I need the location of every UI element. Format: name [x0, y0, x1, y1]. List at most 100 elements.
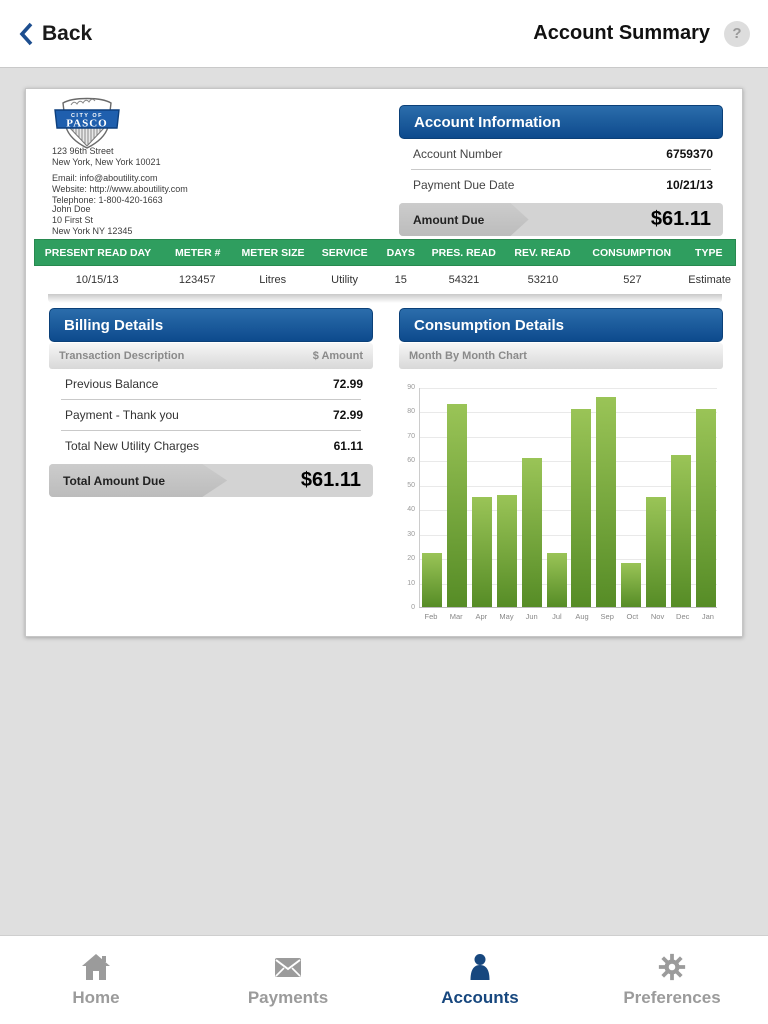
chart-bar	[546, 553, 567, 607]
city-of-pasco-logo: CITY OF PASCO	[54, 97, 120, 149]
chart-bar	[446, 404, 467, 607]
chart-y-tick: 80	[407, 408, 415, 416]
chart-y-tick: 0	[411, 604, 415, 611]
contact-website: Website: http://www.aboutility.com	[52, 184, 188, 194]
tab-accounts-label: Accounts	[441, 988, 519, 1007]
utility-address: 123 96th Street New York, New York 10021	[52, 146, 161, 168]
help-button[interactable]: ?	[724, 20, 750, 47]
tab-payments[interactable]: Payments	[192, 936, 384, 1024]
val-meter-size: Litres	[259, 274, 287, 286]
chart-y-tick: 60	[407, 457, 415, 465]
consumption-details-panel: Consumption Details Month By Month Chart…	[399, 308, 723, 628]
tab-home-label: Home	[72, 988, 120, 1007]
chart-bar	[496, 494, 517, 607]
val-meter-number: 123457	[178, 274, 216, 286]
chart-x-tick: Jan	[701, 612, 714, 621]
meter-table: PRESENT READ DAY METER # METER SIZE SERV…	[34, 239, 736, 303]
payment-due-date-value: 10/21/13	[666, 178, 713, 192]
chart-gridline	[420, 388, 717, 389]
val-type: Estimate	[688, 274, 732, 286]
back-label: Back	[42, 21, 93, 45]
account-number-row: Account Number 6759370	[399, 139, 723, 169]
divider	[61, 430, 361, 431]
col-consumption: CONSUMPTION	[592, 246, 672, 259]
col-type: TYPE	[695, 246, 723, 259]
billing-row-value: 72.99	[332, 408, 363, 422]
contact-telephone: Telephone: 1-800-420-1663	[52, 195, 163, 205]
bottom-tab-bar: Home Payments Accounts	[0, 935, 768, 1024]
val-days: 15	[394, 274, 407, 286]
tab-home[interactable]: Home	[0, 936, 192, 1024]
contact-email: Email: info@aboutility.com	[52, 173, 158, 183]
payment-due-date-row: Payment Due Date 10/21/13	[399, 170, 723, 200]
tab-preferences[interactable]: Preferences	[576, 936, 768, 1024]
chart-bar	[621, 563, 642, 607]
total-amount-due-label: Total Amount Due	[63, 473, 165, 488]
chart-y-tick: 10	[407, 579, 415, 587]
amount-due-label: Amount Due	[413, 212, 485, 227]
chart-x-tick: Feb	[424, 612, 438, 621]
val-present-read-day: 10/15/13	[75, 274, 119, 286]
transaction-description-column: Transaction Description	[59, 350, 185, 362]
top-bar: Back Account Summary ?	[0, 0, 768, 68]
chart-x-tick: May	[499, 612, 514, 621]
chart-gridline	[420, 436, 717, 438]
chart-x-tick: Apr	[475, 612, 488, 621]
account-number-value: 6759370	[666, 147, 713, 161]
customer-city: New York NY 12345	[52, 226, 133, 236]
amount-due-arrow-shape	[399, 203, 529, 236]
chart-x-tick: Mar	[449, 612, 463, 621]
billing-row-label: Payment - Thank you	[65, 408, 179, 422]
chart-bar	[671, 455, 692, 607]
billing-details-panel: Billing Details Transaction Description …	[49, 308, 373, 497]
chart-gridline	[420, 583, 717, 585]
chevron-left-icon	[19, 22, 33, 45]
val-consumption: 527	[623, 274, 642, 286]
tab-accounts[interactable]: Accounts	[384, 936, 576, 1024]
chart-x-tick: Dec	[676, 612, 690, 621]
logo-name-text: PASCO	[66, 118, 107, 130]
customer-address: John Doe 10 First St New York NY 12345	[52, 204, 132, 237]
chart-x-tick: Nov	[650, 612, 665, 621]
customer-name: John Doe	[52, 204, 91, 214]
col-meter-size: METER SIZE	[241, 246, 305, 259]
chart-bar	[596, 396, 617, 607]
utility-address-line: 123 96th Street	[52, 146, 114, 156]
total-amount-due-bar: Total Amount Due $61.11	[49, 464, 373, 497]
consumption-details-header: Consumption Details	[399, 308, 723, 342]
chart-bar	[646, 497, 667, 607]
payment-due-date-label: Payment Due Date	[413, 178, 515, 192]
billing-row-label: Previous Balance	[65, 377, 159, 391]
chart-gridline	[420, 461, 717, 463]
account-information-header: Account Information	[399, 105, 723, 139]
payments-icon	[275, 958, 301, 977]
chart-x-tick: Jul	[552, 612, 562, 621]
billing-row-value: 72.99	[332, 377, 363, 391]
tab-payments-label: Payments	[247, 988, 329, 1007]
total-amount-due-value: $61.11	[300, 469, 361, 491]
amount-column: $ Amount	[312, 350, 363, 362]
val-service: Utility	[331, 274, 359, 286]
chart-bar	[571, 409, 592, 607]
amount-due-bar: Amount Due $61.11	[399, 203, 723, 236]
tab-preferences-label: Preferences	[623, 988, 721, 1007]
col-pres-read: PRES. READ	[431, 246, 496, 259]
chart-gridline	[420, 412, 717, 414]
chart-gridline	[420, 559, 717, 561]
page-title: Account Summary	[533, 22, 710, 44]
amount-due-value: $61.11	[650, 208, 711, 230]
back-button[interactable]: Back	[18, 21, 92, 47]
billing-details-header: Billing Details	[49, 308, 373, 342]
col-days: DAYS	[386, 246, 415, 259]
chart-gridline	[420, 510, 717, 512]
chart-bars	[422, 388, 716, 607]
chart-subtitle: Month By Month Chart	[409, 350, 527, 362]
chart-y-tick: 30	[407, 530, 415, 538]
chart-gridline	[420, 485, 717, 487]
chart-x-tick: Aug	[575, 612, 589, 621]
chart-bar	[521, 457, 542, 607]
chart-bar	[695, 409, 716, 607]
total-amount-arrow-shape	[49, 464, 228, 497]
col-present-read-day: PRESENT READ DAY	[44, 246, 152, 259]
accounts-icon	[470, 954, 490, 980]
